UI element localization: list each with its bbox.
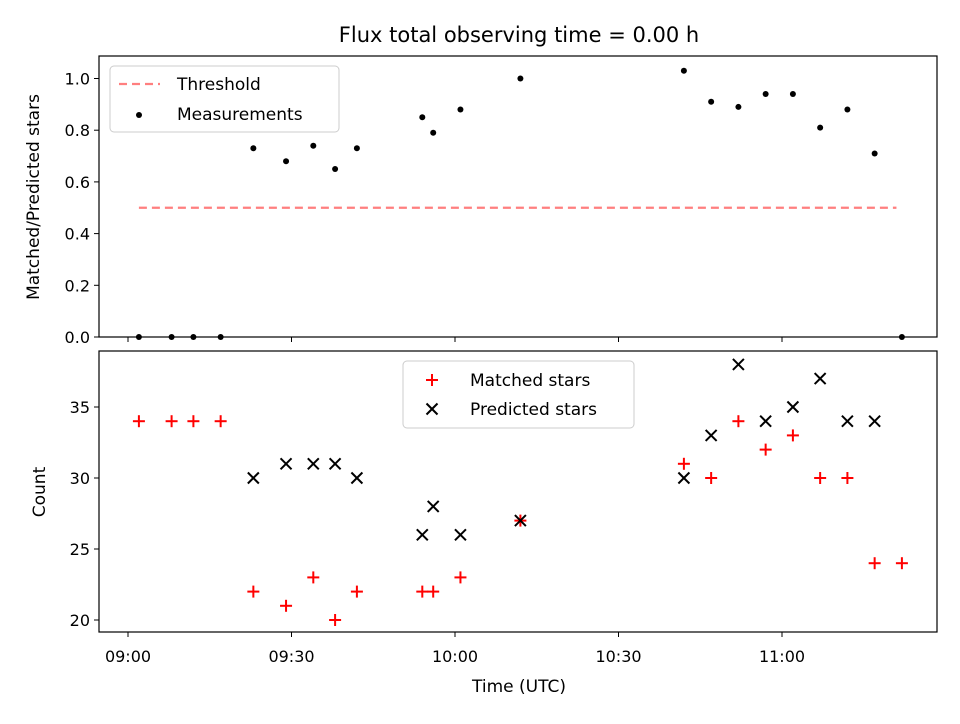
matched-star-point <box>759 443 772 456</box>
x-axis-label: Time (UTC) <box>471 677 566 697</box>
matched-star-point <box>868 557 881 570</box>
matched-star-point <box>427 585 440 598</box>
y-tick-label-top: 1.0 <box>65 70 90 89</box>
predicted-star-point <box>786 400 800 414</box>
measurement-point <box>190 334 197 340</box>
measurement-point <box>762 91 769 98</box>
predicted-star-point <box>328 457 342 471</box>
matched-star-point <box>187 415 200 428</box>
predicted-star-point <box>454 528 467 542</box>
measurement-point <box>680 67 687 74</box>
y-axis-label-top: Matched/Predicted stars <box>24 94 44 300</box>
x-tick-label: 10:00 <box>432 647 478 666</box>
matched-star-point <box>895 557 908 570</box>
legend-matched-label: Matched stars <box>470 371 590 391</box>
plot-frame-bottom <box>98 350 938 633</box>
predicted-star-point <box>514 514 527 527</box>
measurement-point <box>457 106 464 113</box>
matched-star-point <box>416 585 429 598</box>
measurement-point <box>844 106 851 113</box>
legend-bottom: Matched stars Predicted stars <box>402 360 635 429</box>
matched-star-point <box>214 415 227 428</box>
predicted-star-point <box>868 414 881 428</box>
x-tick-label: 09:30 <box>268 647 314 666</box>
x-tick-label: 10:30 <box>595 647 641 666</box>
measurement-point <box>168 334 175 340</box>
chart-title: Flux total observing time = 0.00 h <box>339 23 699 47</box>
y-tick-label-bottom: 25 <box>70 540 90 559</box>
x-tick-label: 11:00 <box>759 647 805 666</box>
legend-predicted-swatch <box>425 402 439 416</box>
count-panel: 20 25 30 35 09:00 09:30 10:00 10:30 11:00 Matched… <box>70 350 938 666</box>
legend-matched-swatch <box>426 374 438 386</box>
x-tick-label: 09:00 <box>105 647 151 666</box>
matched-star-point <box>280 599 293 612</box>
ratio-panel: 0.0 0.2 0.4 0.6 0.8 1.0 Threshold Measurements <box>65 55 938 347</box>
measurement-point <box>430 129 437 136</box>
matched-star-point <box>329 614 342 626</box>
measurement-point <box>250 145 257 152</box>
legend-predicted-label: Predicted stars <box>470 400 597 420</box>
measurement-point <box>283 158 290 165</box>
matched-star-point <box>705 472 718 484</box>
measurement-point <box>789 91 796 98</box>
measurement-point <box>517 75 524 82</box>
measurement-point <box>310 142 317 149</box>
predicted-star-point <box>677 471 691 485</box>
y-tick-label-bottom: 20 <box>70 611 90 630</box>
matched-star-point <box>677 457 690 470</box>
y-tick-label-top: 0.0 <box>65 328 90 347</box>
measurement-point <box>735 103 742 110</box>
predicted-star-point <box>247 471 260 485</box>
measurement-point <box>135 334 142 340</box>
predicted-star-point <box>841 414 854 428</box>
measurement-point <box>217 334 224 340</box>
measurement-point <box>708 98 715 105</box>
matched-star-point <box>786 429 799 442</box>
matched-star-point <box>132 415 145 428</box>
y-tick-label-top: 0.2 <box>65 276 90 295</box>
measurement-point <box>353 145 360 152</box>
y-tick-label-top: 0.8 <box>65 121 90 140</box>
predicted-star-point <box>813 372 827 385</box>
legend-top: Threshold Measurements <box>109 65 340 133</box>
measurement-point <box>419 114 426 121</box>
predicted-star-point <box>416 528 429 542</box>
y-tick-label-bottom: 30 <box>70 469 90 488</box>
legend-measurements-swatch <box>136 112 142 118</box>
plot-frame-top <box>98 55 938 338</box>
legend-threshold-label: Threshold <box>176 75 261 95</box>
matched-star-point <box>165 415 178 428</box>
predicted-star-point <box>307 457 320 471</box>
y-tick-label-bottom: 35 <box>70 398 90 417</box>
matched-star-point <box>732 415 745 428</box>
measurement-point <box>871 150 878 157</box>
matched-star-point <box>454 571 467 584</box>
predicted-star-point <box>279 457 293 471</box>
measurement-point <box>817 124 824 131</box>
predicted-star-point <box>704 429 718 442</box>
matched-star-point <box>307 571 320 584</box>
y-tick-label-top: 0.4 <box>65 225 90 244</box>
y-axis-label-bottom: Count <box>30 466 50 517</box>
matched-star-point <box>841 472 854 484</box>
matched-star-point <box>350 585 363 598</box>
predicted-star-point <box>732 358 745 371</box>
measurement-point <box>332 165 339 172</box>
predicted-star-point <box>759 414 772 428</box>
predicted-star-point <box>350 471 364 485</box>
predicted-star-point <box>426 500 440 513</box>
matched-star-point <box>814 472 827 484</box>
measurement-point <box>898 334 905 340</box>
matched-star-point <box>247 585 260 598</box>
y-tick-label-top: 0.6 <box>65 173 90 192</box>
legend-measurements-label: Measurements <box>177 105 303 125</box>
